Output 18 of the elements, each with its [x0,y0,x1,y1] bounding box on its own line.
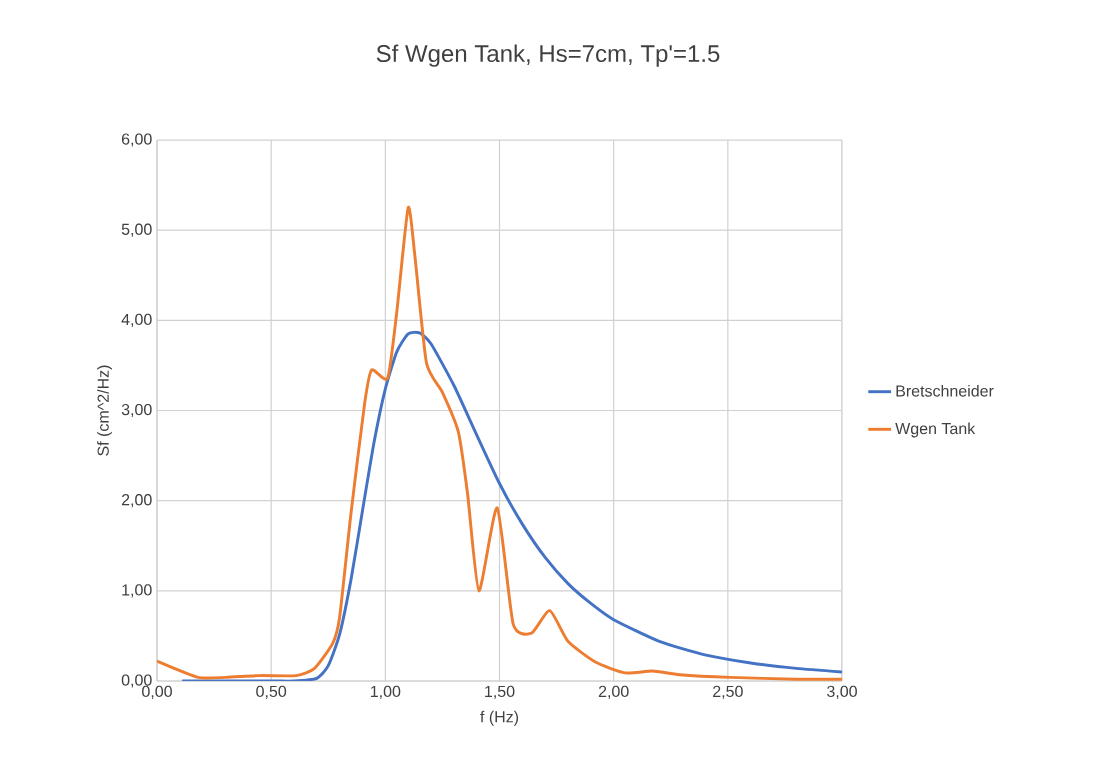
y-tick-label: 4,00 [121,313,152,327]
y-tick-label: 3,00 [121,403,152,418]
legend-label: Bretschneider [896,384,994,397]
y-tick-label: 2,00 [121,494,152,508]
y-tick-label: 5,00 [121,223,152,237]
x-tick-label: 0,50 [256,685,287,699]
line-series [180,331,842,681]
y-tick-label: 6,00 [121,133,152,147]
x-tick-label: 2,50 [713,685,743,699]
x-tick-label: 3,00 [827,685,857,699]
x-axis-title: f (Hz) [480,710,519,726]
legend-label: Wgen Tank [895,422,976,438]
chart-title: Sf Wgen Tank, Hs=7cm, Tp'=1.5 [376,44,720,67]
x-tick-label: 1,00 [370,685,401,699]
y-axis-title: Sf (cm^2/Hz) [97,365,112,456]
x-tick-label: 1,50 [485,685,515,699]
x-tick-label: 2,00 [598,685,629,699]
y-tick-label: 1,00 [122,584,152,598]
